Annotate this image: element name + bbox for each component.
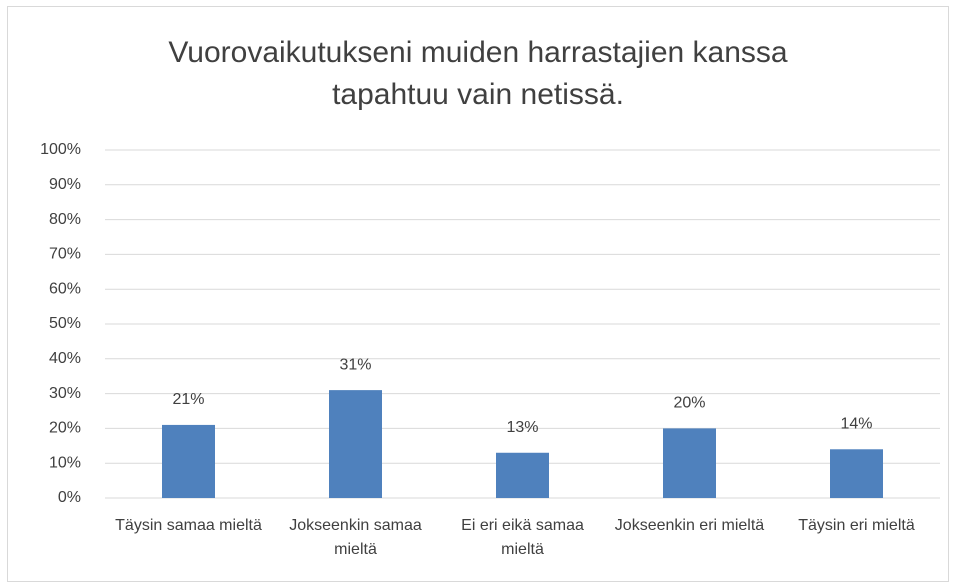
y-tick-label: 80% (49, 211, 81, 228)
y-tick-label: 10% (49, 454, 81, 471)
data-label: 20% (673, 395, 705, 412)
data-label: 13% (506, 419, 538, 436)
y-tick-label: 90% (49, 176, 81, 193)
y-tick-label: 100% (40, 141, 81, 158)
x-tick-label: Ei eri eikä samaa mieltä (461, 517, 584, 558)
data-label: 14% (840, 415, 872, 432)
chart-title: Vuorovaikutukseni muiden harrastajien ka… (168, 36, 788, 111)
y-tick-label: 20% (49, 420, 81, 437)
y-tick-label: 50% (49, 315, 81, 332)
x-tick-label: Jokseenkin samaa mieltä (289, 517, 422, 558)
y-tick-label: 60% (49, 280, 81, 297)
chart-frame (7, 6, 949, 582)
y-tick-label: 30% (49, 385, 81, 402)
bar (162, 424, 215, 498)
y-tick-label: 0% (58, 489, 81, 506)
x-tick-label: Täysin samaa mieltä (115, 517, 262, 534)
bar (496, 452, 549, 498)
data-label: 31% (339, 356, 371, 373)
y-tick-label: 40% (49, 350, 81, 367)
bar (663, 428, 716, 498)
bar (830, 449, 883, 498)
x-tick-label: Täysin eri mieltä (798, 517, 915, 534)
x-tick-label: Jokseenkin eri mieltä (614, 517, 765, 534)
data-label: 21% (172, 391, 204, 408)
y-tick-label: 70% (49, 246, 81, 263)
bar (329, 390, 382, 498)
